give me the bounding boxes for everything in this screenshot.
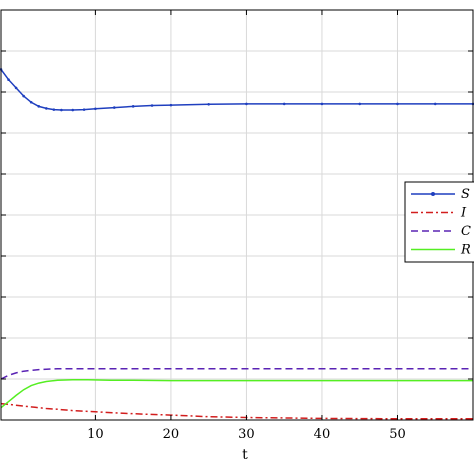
series-point-S-3 [22, 94, 25, 98]
series-point-S-16 [207, 103, 210, 106]
x-tick-label-4: 50 [389, 427, 406, 442]
series-point-S-8 [60, 108, 63, 112]
legend-label-C: C [461, 224, 471, 239]
x-tick-label-2: 30 [238, 427, 255, 442]
x-axis-label: t [242, 447, 248, 463]
series-point-S-5 [37, 105, 41, 108]
legend-box [404, 181, 474, 263]
series-line-C [0, 368, 473, 380]
series-point-S-4 [29, 100, 33, 104]
series-point-S-20 [358, 102, 362, 106]
series-line-R [0, 379, 473, 409]
series-point-S-2 [14, 86, 18, 90]
x-ticks: 10 20 30 40 50 [1, 10, 473, 442]
grid [1, 10, 473, 420]
series-point-S-7 [52, 108, 56, 111]
series-line-S [0, 68, 473, 111]
series-line-I [0, 402, 473, 420]
x-tick-label-0: 10 [87, 427, 104, 442]
series-point-S-21 [396, 102, 399, 106]
legend-label-S: S [461, 187, 470, 202]
series-point-S-13 [131, 105, 135, 108]
legend-label-R: R [460, 243, 471, 258]
series-point-S-6 [45, 107, 48, 110]
series-layer [0, 68, 474, 420]
series-point-S-22 [433, 102, 437, 106]
legend-marker-S [431, 192, 435, 196]
x-tick-label-3: 40 [314, 427, 331, 442]
series-point-S-1 [7, 78, 10, 81]
series-point-S-14 [150, 104, 154, 107]
series-point-S-15 [169, 103, 173, 107]
series-point-S-17 [245, 102, 248, 106]
series-point-S-18 [282, 102, 286, 106]
x-tick-label-1: 20 [163, 427, 180, 442]
legend-label-I: I [460, 206, 467, 221]
series-point-S-12 [112, 106, 116, 109]
series-point-S-9 [71, 108, 75, 112]
series-point-S-10 [82, 108, 86, 111]
series-point-S-11 [94, 107, 97, 111]
series-point-S-19 [320, 102, 324, 106]
